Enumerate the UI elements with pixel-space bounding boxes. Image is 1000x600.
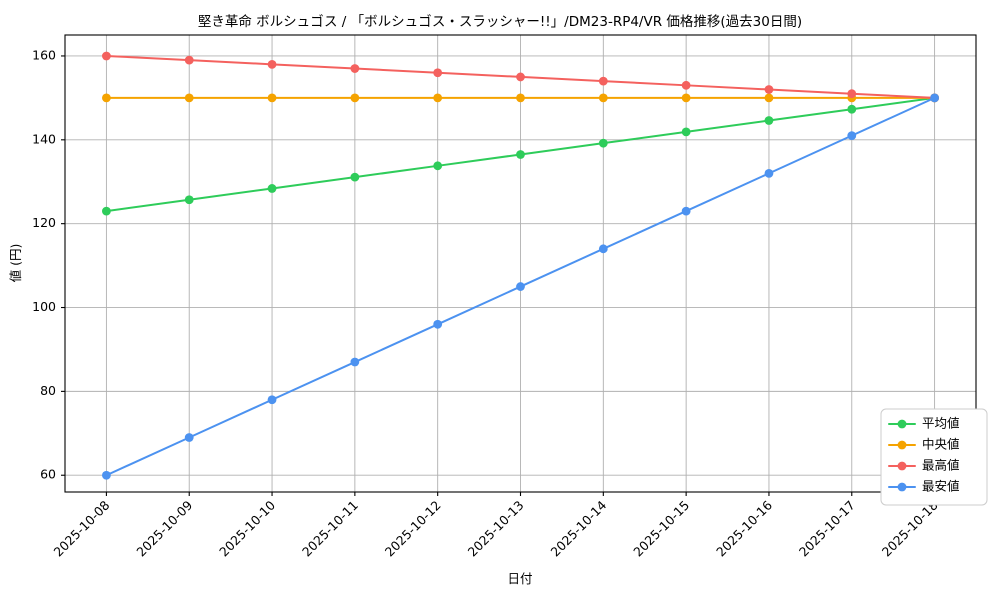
data-point <box>184 433 194 442</box>
legend-marker <box>897 419 907 429</box>
legend-marker <box>897 461 907 471</box>
data-point <box>102 206 111 216</box>
data-point <box>681 127 691 137</box>
series-4 <box>102 93 939 480</box>
chart-title: 堅き革命 ボルシュゴス / 「ボルシュゴス・スラッシャー!!」/DM23-RP4… <box>197 14 803 30</box>
data-point <box>516 282 525 291</box>
y-tick-label: 80 <box>40 383 56 398</box>
data-point <box>598 76 608 86</box>
x-tick-label: 2025-10-18 <box>879 497 941 559</box>
x-tick-label: 2025-10-12 <box>382 498 444 560</box>
data-point <box>350 64 360 73</box>
legend-label: 平均値 <box>922 416 960 431</box>
x-tick-label: 2025-10-13 <box>465 498 527 560</box>
data-point <box>598 93 608 103</box>
x-axis-title: 日付 <box>507 571 532 586</box>
x-tick-label: 2025-10-16 <box>713 497 775 559</box>
data-point <box>102 93 111 103</box>
legend-label: 中央値 <box>922 437 960 452</box>
y-tick-label: 160 <box>32 47 56 62</box>
x-tick-labels: 2025-10-08 2025-10-09 2025-10-10 2025-10-11… <box>51 497 941 559</box>
legend-label: 最安値 <box>922 479 960 494</box>
data-point <box>764 116 774 125</box>
data-point <box>598 244 608 254</box>
legend-item-4[interactable]: 最安値 <box>888 479 960 494</box>
data-point <box>267 395 277 405</box>
data-point <box>184 55 194 65</box>
data-point <box>433 68 443 78</box>
data-point <box>516 93 525 103</box>
data-point <box>350 357 360 367</box>
data-point <box>350 172 360 182</box>
legend-marker <box>897 440 907 450</box>
y-tick-label: 100 <box>32 299 56 314</box>
y-tick-labels: 60 80 100 120 140 160 <box>32 47 56 481</box>
x-tick-label: 2025-10-10 <box>216 497 278 559</box>
data-point <box>847 131 857 141</box>
y-tick-label: 60 <box>40 467 56 482</box>
legend-item-3[interactable]: 最高値 <box>888 458 960 473</box>
legend-label: 最高値 <box>922 458 960 473</box>
data-point <box>930 93 939 103</box>
data-point <box>764 85 774 94</box>
x-tick-label: 2025-10-17 <box>796 498 858 560</box>
x-tick-label: 2025-10-09 <box>133 497 195 559</box>
data-point <box>433 319 443 329</box>
y-tick-label: 140 <box>32 131 56 146</box>
data-point <box>681 93 691 103</box>
data-point <box>516 150 525 159</box>
data-point <box>764 168 774 178</box>
y-axis-title: 値 (円) <box>8 244 23 283</box>
data-point <box>267 59 277 69</box>
legend-item-2[interactable]: 中央値 <box>888 437 960 452</box>
data-point <box>267 93 277 103</box>
x-tick-label: 2025-10-08 <box>51 497 113 559</box>
data-series-group <box>102 51 939 480</box>
data-point <box>681 80 691 90</box>
y-tickmarks <box>61 55 65 476</box>
data-point <box>764 93 774 103</box>
x-tickmarks <box>105 492 936 496</box>
data-point <box>598 138 608 148</box>
data-point <box>350 93 360 103</box>
data-point <box>847 89 857 99</box>
data-point <box>184 195 194 205</box>
legend-box <box>880 408 988 506</box>
data-point <box>184 93 194 103</box>
y-tick-label: 120 <box>32 215 56 230</box>
data-point <box>267 184 277 193</box>
series-2 <box>102 93 939 103</box>
legend-item-1[interactable]: 平均値 <box>888 416 960 431</box>
data-point <box>681 206 691 216</box>
data-point <box>847 104 857 114</box>
data-point <box>516 72 525 82</box>
legend-marker <box>897 482 907 492</box>
x-tick-label: 2025-10-15 <box>630 498 692 560</box>
data-point <box>102 470 111 480</box>
data-point <box>102 51 111 61</box>
x-gridlines <box>105 35 936 492</box>
x-tick-label: 2025-10-11 <box>299 498 361 560</box>
x-tick-label: 2025-10-14 <box>547 497 609 559</box>
data-point <box>433 161 443 171</box>
data-point <box>433 93 443 103</box>
